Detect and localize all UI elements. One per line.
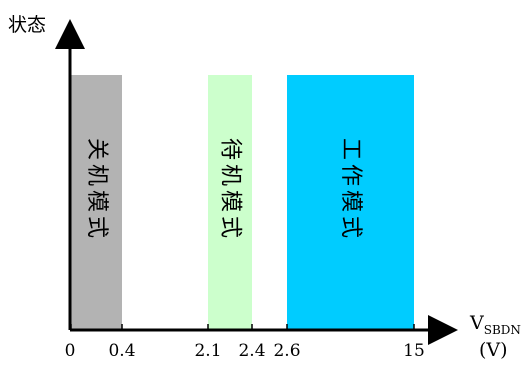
x-axis-title-sub: SBDN (484, 323, 521, 337)
bands-layer: 关机模式 待机模式 工作模式 (71, 75, 414, 330)
band-label-2: 工作模式 (338, 138, 363, 242)
x-tick-label-4: 2.6 (273, 341, 300, 361)
x-axis-title: VSBDN (469, 312, 521, 337)
x-tick-label-0: 0 (65, 341, 76, 361)
band-0 (71, 75, 122, 330)
band-2 (287, 75, 414, 330)
band-1 (208, 75, 252, 330)
ticks-layer: 0 0.4 2.1 2.4 2.6 15 (65, 324, 425, 361)
band-label-1: 待机模式 (218, 138, 243, 242)
x-tick-label-2: 2.1 (194, 341, 221, 361)
x-tick-label-5: 15 (403, 341, 425, 361)
x-axis-unit: (V) (479, 339, 508, 361)
x-tick-label-3: 2.4 (238, 341, 265, 361)
x-tick-label-1: 0.4 (108, 341, 135, 361)
band-label-0: 关机模式 (84, 138, 109, 242)
x-axis-title-main: V (469, 312, 484, 334)
y-axis-label: 状态 (8, 14, 46, 36)
